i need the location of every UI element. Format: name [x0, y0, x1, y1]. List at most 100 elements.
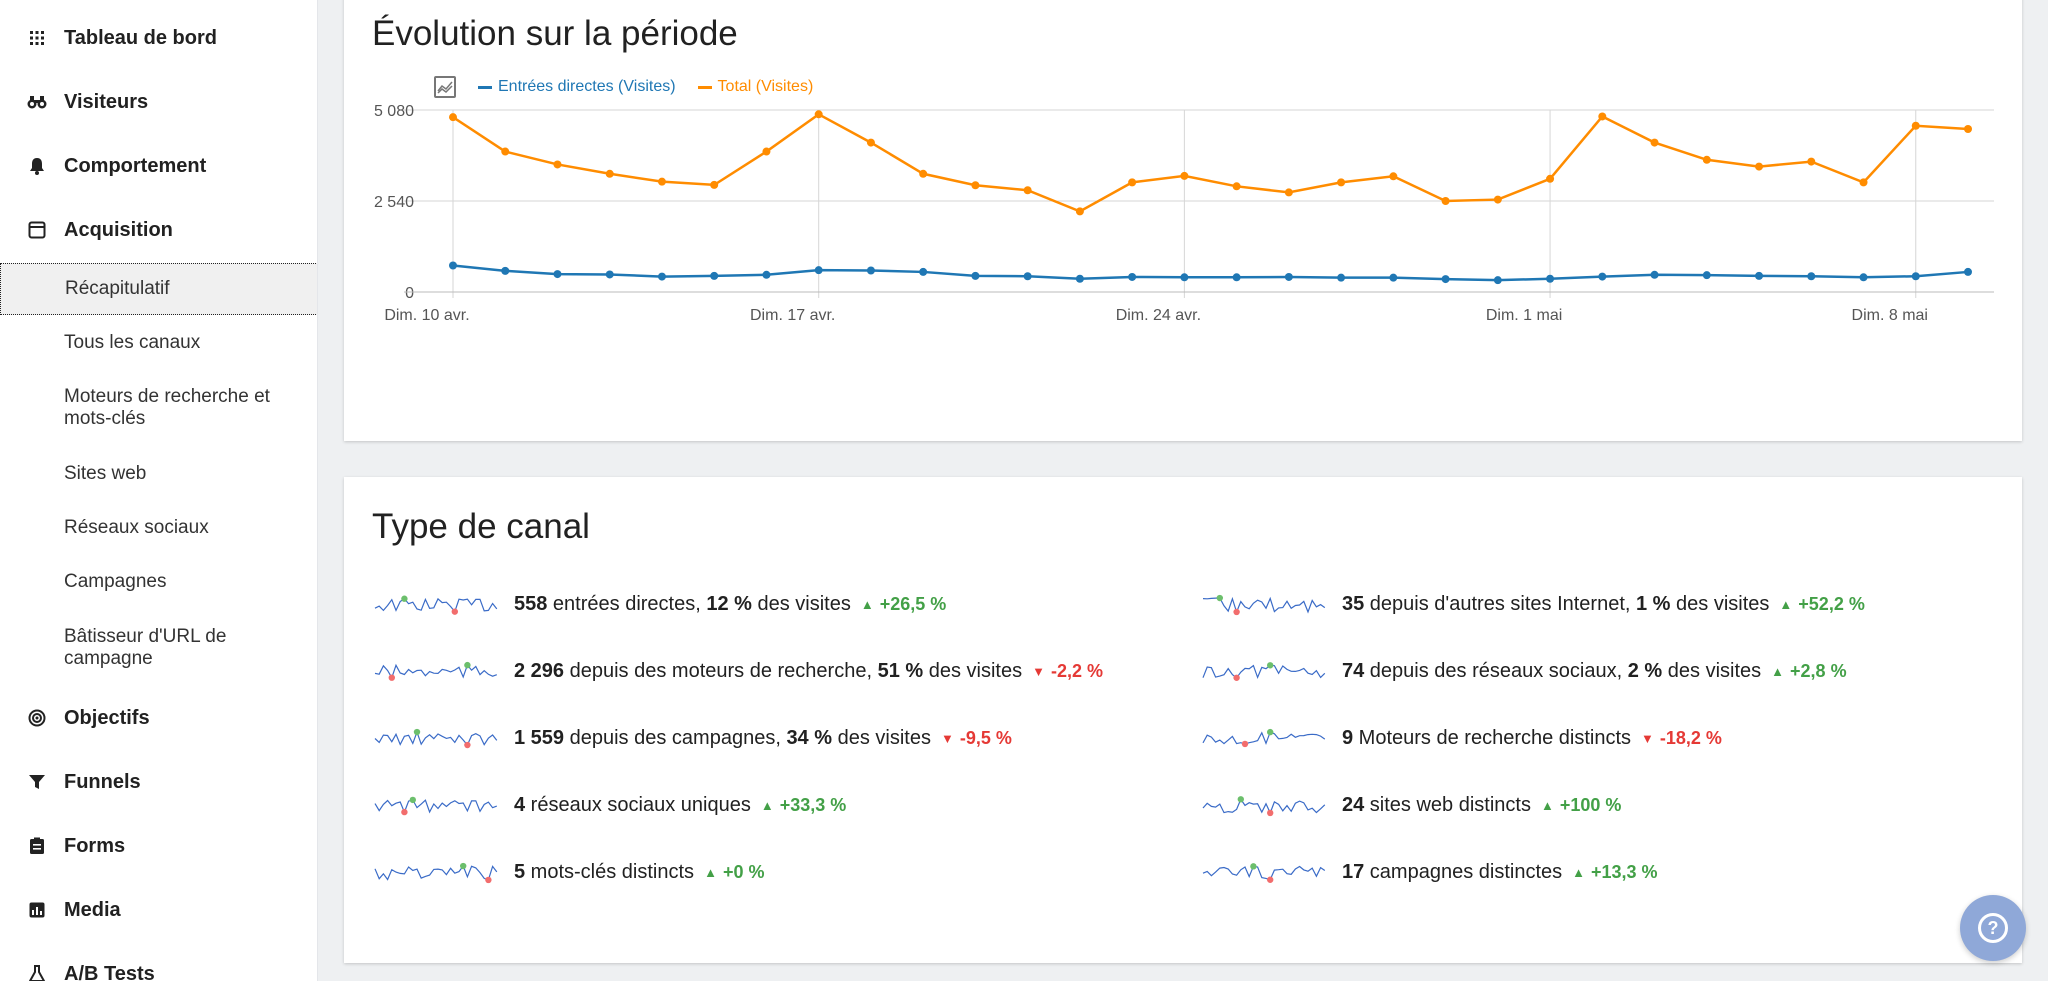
data-point [1807, 157, 1816, 166]
series-line [452, 264, 1969, 282]
arrow-up-icon: ▲ [1572, 864, 1586, 880]
sidebar-item-label: Forms [64, 834, 126, 857]
legend-label: Entrées directes (Visites) [498, 78, 676, 95]
arrow-up-icon: ▲ [1540, 797, 1554, 813]
sidebar-subitem-all-channels[interactable]: Tous les canaux [64, 332, 201, 353]
trend-indicator: ▲ +13,3 % [1572, 862, 1657, 883]
channel-count: 9 [1342, 726, 1354, 749]
sparkline-line [1202, 731, 1326, 745]
sidebar-subitem-websites[interactable]: Sites web [64, 463, 147, 484]
data-point [814, 266, 823, 275]
help-button[interactable]: ? [1960, 895, 2026, 961]
data-point [1650, 138, 1659, 147]
channel-count: 558 [514, 592, 548, 615]
channel-text: 24 sites web distincts [1342, 793, 1531, 816]
sidebar-item-label: Funnels [64, 770, 141, 793]
sparkline [374, 728, 498, 749]
channel-count: 2 296 [514, 659, 565, 682]
x-tick-label: Dim. 24 avr. [1116, 307, 1201, 324]
sparkline [1202, 728, 1326, 748]
channel-text: 9 Moteurs de recherche distincts [1342, 726, 1632, 749]
sidebar: Tableau de bord Visiteurs Comportement A… [0, 0, 318, 981]
trend-value: +2,8 % [1790, 660, 1847, 681]
sparkline-line [1202, 664, 1326, 680]
channel-count: 1 559 [514, 726, 565, 749]
data-point [1284, 272, 1293, 281]
data-point [710, 180, 719, 189]
channel-count: 74 [1342, 659, 1365, 682]
x-tick-label: Dim. 8 mai [1852, 307, 1928, 324]
legend-series-direct[interactable]: Entrées directes (Visites) [478, 78, 676, 96]
sidebar-subitem-campaigns[interactable]: Campagnes [64, 571, 167, 592]
sidebar-subitem-url-builder[interactable]: Bâtisseur d'URL de campagne [64, 626, 227, 669]
channel-count: 5 [514, 860, 526, 883]
sidebar-subitem-summary[interactable]: Récapitulatif [0, 263, 317, 315]
sparkline [374, 862, 498, 884]
dashboard-icon [26, 27, 48, 49]
target-icon [26, 707, 48, 729]
chart-type-icon[interactable] [434, 76, 456, 98]
sidebar-item-media[interactable]: Media [0, 885, 317, 935]
sidebar-item-acquisition[interactable]: Acquisition [0, 205, 317, 255]
trend-indicator: ▼ -18,2 % [1641, 728, 1722, 749]
data-point [657, 177, 666, 186]
sparkline [1202, 863, 1326, 883]
sidebar-item-funnels[interactable]: Funnels [0, 757, 317, 807]
legend-series-total[interactable]: Total (Visites) [697, 78, 813, 96]
channel-text: 4 réseaux sociaux uniques [514, 793, 751, 816]
sidebar-item-goals[interactable]: Objectifs [0, 693, 317, 743]
data-point [1859, 178, 1868, 187]
trend-value: -2,2 % [1050, 660, 1104, 681]
sidebar-item-behavior[interactable]: Comportement [0, 141, 317, 191]
sparkline-min-dot [1233, 674, 1240, 681]
channel-percent: 34 % [786, 726, 833, 749]
data-point [1702, 155, 1711, 164]
sidebar-item-visitors[interactable]: Visiteurs [0, 77, 317, 127]
data-point [1598, 112, 1607, 121]
trend-indicator: ▲ +26,5 % [861, 594, 946, 615]
bell-icon [26, 155, 48, 177]
channel-text: 1 559 depuis des campagnes, 34 % des vis… [514, 726, 931, 749]
evolution-title: Évolution sur la période [372, 14, 738, 53]
data-point [553, 270, 562, 279]
sidebar-subitem-social[interactable]: Réseaux sociaux [64, 517, 209, 538]
data-point [1023, 186, 1032, 195]
sparkline [374, 595, 498, 615]
sparkline-min-dot [1267, 876, 1274, 883]
sparkline-min-dot [485, 876, 492, 884]
trend-value: -18,2 % [1659, 727, 1722, 748]
sparkline-max-dot [1267, 728, 1274, 736]
channel-text: 35 depuis d'autres sites Internet, 1 % d… [1342, 592, 1770, 615]
sidebar-item-label: A/B Tests [64, 962, 155, 981]
sidebar-item-forms[interactable]: Forms [0, 821, 317, 871]
channel-percent: 12 % [706, 592, 752, 615]
data-point [1964, 124, 1972, 133]
channel-type-card: Type de canal 558 entrées directes, 12 %… [344, 477, 2022, 963]
channel-row: 5 mots-clés distincts ▲ +0 % [372, 852, 764, 892]
data-point [1702, 271, 1711, 280]
sidebar-subitem-search-engines[interactable]: Moteurs de recherche et mots-clés [64, 386, 270, 429]
data-point [1232, 182, 1241, 191]
sidebar-item-label: Visiteurs [64, 90, 149, 113]
data-point [1964, 267, 1972, 276]
trend-indicator: ▲ +52,2 % [1779, 594, 1864, 615]
trend-value: +52,2 % [1798, 593, 1865, 614]
sidebar-item-ab-tests[interactable]: A/B Tests [0, 949, 317, 981]
data-point [657, 272, 666, 281]
data-point [866, 266, 875, 275]
evolution-card: Évolution sur la période Entrées directe… [344, 0, 2022, 441]
data-point [919, 267, 928, 276]
data-point [605, 270, 614, 279]
sidebar-item-dashboard[interactable]: Tableau de bord [0, 13, 317, 63]
trend-indicator: ▼ -9,5 % [941, 728, 1012, 749]
sparkline-line [374, 597, 498, 613]
sparkline-max-dot [409, 796, 416, 804]
channel-row: 74 depuis des réseaux sociaux, 2 % des v… [1200, 651, 1847, 691]
y-tick-label: 5 080 [374, 103, 414, 120]
sparkline-min-dot [1267, 809, 1274, 817]
data-point [1911, 121, 1920, 130]
channel-text: 2 296 depuis des moteurs de recherche, 5… [514, 659, 1023, 682]
channel-row: 2 296 depuis des moteurs de recherche, 5… [372, 651, 1103, 691]
data-point [1128, 272, 1137, 281]
data-point [449, 113, 457, 122]
